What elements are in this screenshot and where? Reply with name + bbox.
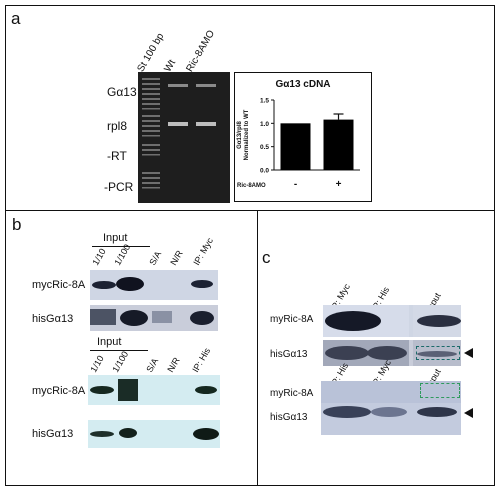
c-top-blot-myric8a — [323, 305, 461, 337]
b-bot-blot-mycric8a — [88, 375, 220, 405]
b-bot-blot-bands-2 — [90, 428, 219, 440]
b-top-blot-mycric8a — [90, 270, 218, 300]
y-tick-label: 0.0 — [260, 168, 269, 175]
b-top-blot-bands-2 — [90, 309, 214, 326]
x-axis-label: Ric-8AMO — [237, 183, 266, 189]
c-bot-blot-bands — [321, 381, 461, 435]
b-bot-row-mycric8a: mycRic-8A — [32, 385, 86, 397]
y-axis-label-line2: Normalized to WT — [244, 109, 250, 160]
b-bot-blot-bands — [90, 379, 217, 401]
ga13-cdna-chart: Gα13 cDNA 0.0 0.5 1.0 1.5 Normalized to WTGα1… — [237, 79, 360, 190]
input-bracket-top — [92, 246, 150, 247]
b-top-blot-bands — [92, 277, 213, 291]
input-group-label-bottom: Input — [97, 336, 122, 348]
c-top-blot-hisga13 — [323, 340, 461, 366]
c-bot-arrowhead-icon — [464, 408, 473, 418]
input-group-label-top: Input — [103, 232, 128, 244]
agarose-gel — [138, 72, 230, 203]
row-label-pcr: -PCR — [104, 180, 134, 194]
c-bot-dashed-box — [420, 383, 460, 398]
panel-b-label: b — [12, 215, 22, 234]
b-bot-row-hisga13: hisGα13 — [32, 428, 74, 440]
c-top-blot-bands — [323, 305, 461, 337]
c-top-blot-bands-2 — [323, 340, 461, 366]
category-label: + — [336, 179, 342, 190]
y-tick-label: 1.0 — [260, 121, 269, 128]
row-label-rpl8: rpl8 — [107, 119, 128, 133]
c-bot-row-myric8a: myRic-8A — [270, 388, 314, 399]
panel-a-label: a — [11, 9, 21, 28]
c-top-dashed-box — [416, 346, 460, 360]
row-label-ga13: Gα13 — [107, 85, 137, 99]
b-bot-blot-hisga13 — [88, 420, 220, 448]
row-label-rt: -RT — [107, 149, 127, 163]
y-tick-label: 0.5 — [260, 144, 269, 151]
input-bracket-bottom — [90, 350, 148, 351]
c-top-row-myric8a: myRic-8A — [270, 314, 314, 325]
b-top-row-hisga13: hisGα13 — [32, 313, 74, 325]
panel-c-label: c — [262, 248, 271, 267]
c-bot-row-hisga13: hisGα13 — [270, 412, 308, 423]
gel-bands — [142, 78, 216, 189]
bar — [280, 123, 311, 170]
chart-frame — [234, 72, 372, 202]
c-bot-blot — [321, 381, 461, 435]
b-top-row-mycric8a: mycRic-8A — [32, 279, 86, 291]
b-top-blot-hisga13 — [90, 305, 218, 331]
y-tick-label: 1.5 — [260, 98, 269, 105]
panel-c-frame — [257, 210, 495, 486]
c-top-row-hisga13: hisGα13 — [270, 349, 308, 360]
chart-title: Gα13 cDNA — [275, 79, 330, 90]
y-axis-label-line1: Gα13/rpl8 — [237, 120, 243, 148]
category-label: - — [294, 179, 297, 190]
bar — [323, 119, 354, 170]
c-top-arrowhead-icon — [464, 348, 473, 358]
